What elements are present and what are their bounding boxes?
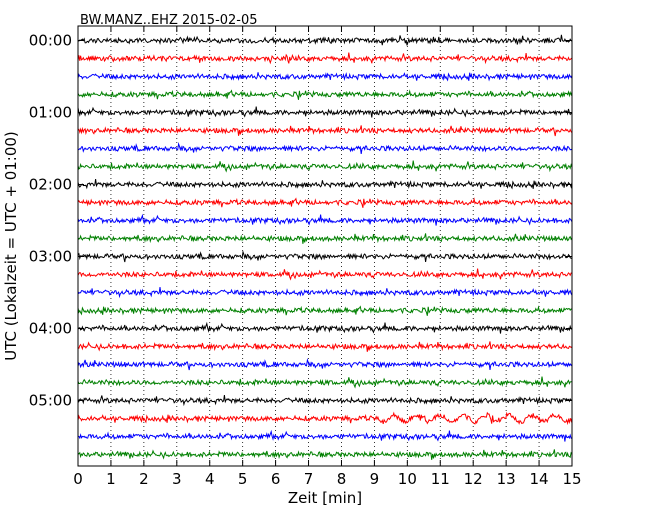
x-tick-label: 8 [337,470,347,488]
y-tick-label: 01:00 [29,104,72,122]
x-tick-label: 13 [497,470,516,488]
y-tick-label: 04:00 [29,320,72,338]
seismic-trace [77,395,573,407]
x-tick-label: 12 [464,470,483,488]
y-tick-label: 05:00 [29,392,72,410]
x-tick-label: 1 [106,470,116,488]
seismic-trace [77,449,573,460]
seismic-trace [77,213,573,226]
seismic-trace [77,268,573,281]
x-tick-label: 15 [562,470,581,488]
seismic-trace [77,89,573,100]
seismic-trace [77,125,573,137]
seismic-trace [77,287,573,299]
seismic-trace [77,52,573,65]
seismic-trace [77,160,573,173]
x-tick-label: 6 [271,470,281,488]
trace-group [77,34,573,460]
plot-frame [77,25,573,467]
seismic-trace [77,376,572,389]
y-tick-label: 02:00 [29,176,72,194]
x-axis-title: Zeit [min] [288,489,362,507]
seismic-trace [77,34,573,46]
chart-title: BW.MANZ..EHZ 2015-02-05 [80,13,258,28]
seismic-trace [77,411,573,426]
seismic-trace [77,429,573,442]
x-tick-label: 7 [304,470,314,488]
seismic-trace [77,233,573,244]
grid-lines [110,26,540,466]
y-tick-labels: 00:00 01:00 02:00 03:00 04:00 05:00 [29,32,72,410]
seismic-trace [77,250,573,263]
seismic-trace [77,321,573,334]
seismic-trace [77,341,573,352]
seismic-trace [77,305,573,316]
x-tick-label: 0 [73,470,83,488]
x-tick-label: 2 [139,470,149,488]
seismic-trace [77,72,573,82]
seismic-trace [77,142,573,154]
x-tick-label: 4 [205,470,215,488]
x-tick-label: 5 [238,470,248,488]
x-tick-label: 14 [530,470,549,488]
x-tick-label: 10 [398,470,417,488]
y-tick-label: 00:00 [29,32,72,50]
x-tick-label: 9 [370,470,380,488]
y-tick-label: 03:00 [29,248,72,266]
seismic-trace [77,179,573,190]
axis-ticks [77,26,573,466]
seismic-trace [77,106,573,118]
y-axis-title: UTC (Lokalzeit = UTC + 01:00) [2,131,20,361]
x-tick-label: 3 [172,470,182,488]
seismic-trace [77,358,573,371]
x-tick-label: 11 [431,470,450,488]
seismic-trace [77,197,573,208]
x-tick-labels: 0 1 2 3 4 5 6 7 8 9 10 11 12 13 14 15 [73,470,581,488]
